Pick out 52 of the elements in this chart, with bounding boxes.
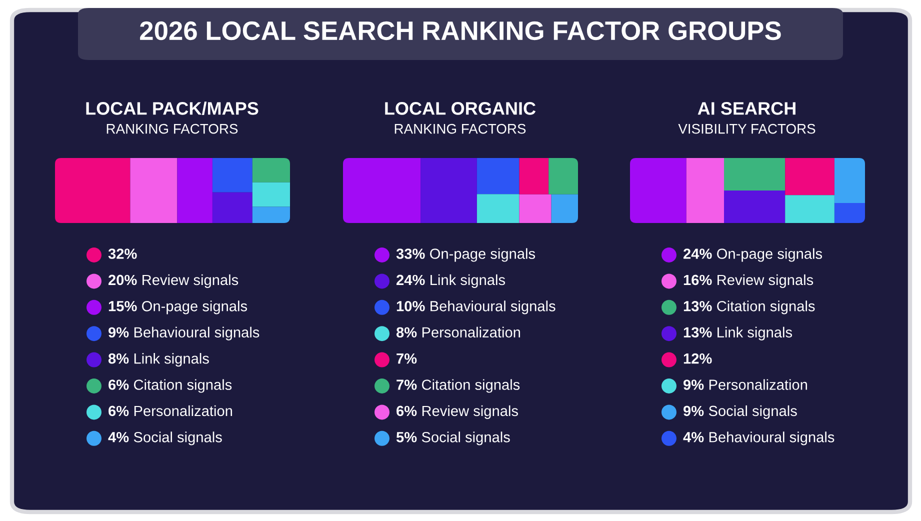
data-label: 7%	[396, 380, 417, 390]
data-label: 9%	[684, 406, 704, 416]
category-label: Link signals	[134, 353, 209, 367]
data-label: 33%	[396, 248, 425, 259]
data-label: 4%	[108, 432, 129, 442]
data-label: 13%	[684, 327, 712, 338]
data-label: 12%	[684, 353, 712, 364]
category-label: On-page signals	[142, 300, 248, 314]
data-label: 20%	[108, 274, 137, 286]
category-label: Review signals	[718, 274, 814, 288]
text: VISIBILITY FACTORS	[678, 124, 816, 134]
category-label: Citation signals	[717, 300, 815, 314]
data-label: 15%	[108, 301, 137, 312]
data-label: 8%	[396, 327, 417, 338]
category-label: Review signals	[422, 405, 518, 419]
category-label: Personalization	[709, 379, 808, 390]
data-label: 7%	[396, 353, 417, 364]
text: 2026 LOCAL SEARCH RANKING FACTOR GROUPS	[140, 21, 781, 40]
text: AI SEARCH	[698, 102, 796, 115]
category-label: Link signals	[430, 274, 506, 288]
data-label: 9%	[108, 327, 129, 338]
category-label: Behavioural signals	[134, 326, 260, 340]
category-label: On-page signals	[717, 248, 822, 262]
category-label: Social signals	[134, 432, 222, 446]
data-label: 13%	[684, 300, 712, 312]
data-label: 24%	[684, 248, 712, 259]
data-label: 16%	[684, 274, 712, 286]
data-label: 9%	[684, 380, 704, 390]
category-label: Link signals	[718, 326, 792, 340]
data-label: 6%	[108, 380, 129, 390]
category-label: Social signals	[422, 432, 510, 446]
category-label: Behavioural signals	[709, 432, 834, 446]
text: LOCAL PACK/MAPS	[86, 102, 258, 116]
data-label: 32%	[108, 248, 137, 259]
data-label: 8%	[108, 353, 129, 364]
data-label: 5%	[396, 432, 417, 442]
data-label: 24%	[396, 274, 425, 286]
category-label: Behavioural signals	[430, 300, 556, 314]
category-label: Citation signals	[134, 379, 232, 393]
data-label: 6%	[396, 406, 417, 416]
category-label: Citation signals	[422, 379, 520, 393]
text: RANKING FACTORS	[106, 124, 238, 134]
category-label: Personalization	[134, 405, 232, 416]
text: LOCAL ORGANIC	[385, 102, 536, 115]
category-label: Social signals	[708, 405, 797, 419]
data-label: 6%	[108, 406, 129, 416]
data-label: 10%	[396, 300, 425, 312]
category-label: Review signals	[142, 274, 238, 288]
category-label: Personalization	[422, 326, 520, 338]
text: RANKING FACTORS	[394, 124, 526, 134]
data-label: 4%	[683, 432, 704, 442]
category-label: On-page signals	[430, 248, 536, 262]
